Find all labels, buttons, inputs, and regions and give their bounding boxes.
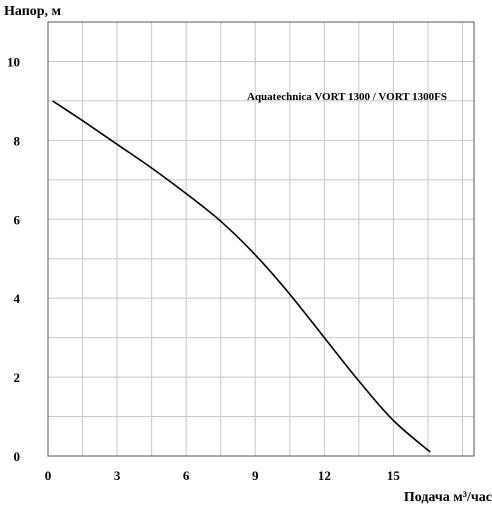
x-tick-label: 0 — [45, 468, 52, 483]
y-tick-label: 8 — [14, 133, 21, 148]
x-tick-label: 15 — [387, 468, 401, 483]
plot-frame — [47, 21, 475, 457]
y-tick-label: 4 — [14, 291, 21, 306]
x-tick-label: 6 — [183, 468, 190, 483]
series-layer — [52, 100, 431, 453]
x-tick-labels: 0 3 6 9 12 15 — [45, 468, 401, 483]
plot-border — [47, 21, 475, 457]
chart-annotation: Aquatechnica VORT 1300 / VORT 1300FS — [247, 91, 447, 103]
x-tick-label: 12 — [318, 468, 331, 483]
y-tick-label: 10 — [7, 54, 20, 69]
series-line — [52, 100, 431, 453]
y-tick-label: 6 — [14, 212, 21, 227]
x-axis-title: Подача м³/час — [404, 490, 492, 505]
y-tick-labels: 0 2 4 6 8 10 — [7, 54, 21, 464]
y-tick-label: 0 — [14, 449, 21, 464]
y-axis-title: Напор, м — [4, 4, 62, 19]
y-tick-label: 2 — [14, 370, 21, 385]
x-tick-label: 9 — [252, 468, 259, 483]
grid-lines — [48, 22, 474, 456]
x-tick-label: 3 — [114, 468, 121, 483]
